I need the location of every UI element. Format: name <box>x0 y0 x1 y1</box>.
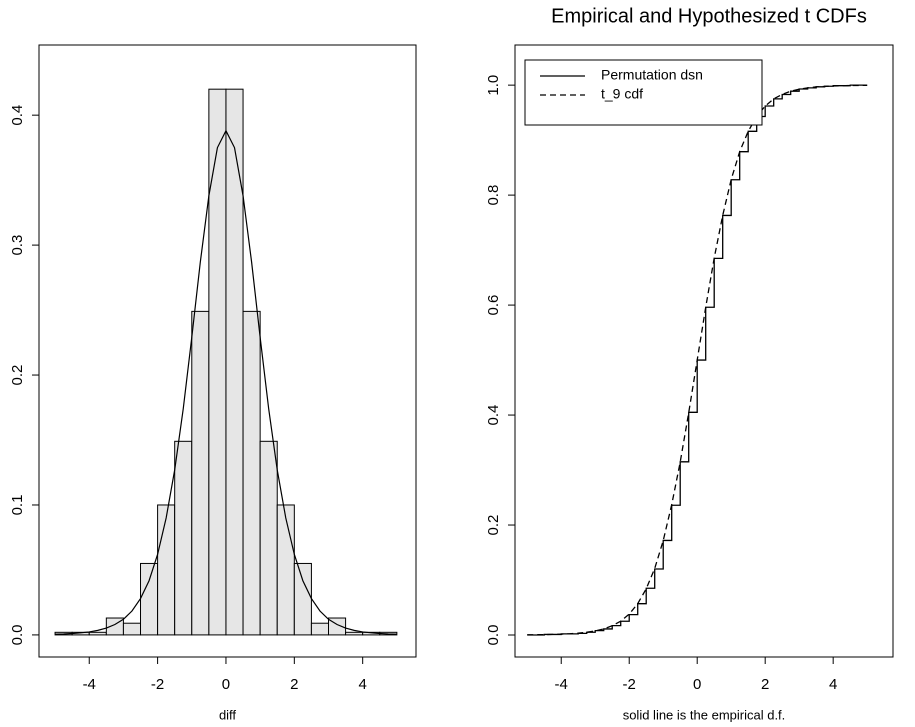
bar <box>225 88 244 636</box>
y-tick-label: 0.6 <box>485 295 502 316</box>
chart-title: Empirical and Hypothesized t CDFs <box>551 5 867 27</box>
bar <box>88 631 107 636</box>
bar <box>157 504 176 636</box>
legend-box <box>524 59 763 126</box>
x-tick-label: -4 <box>555 676 568 693</box>
y-tick-label: 0.4 <box>485 405 502 426</box>
y-tick-label: 0.8 <box>485 185 502 206</box>
legend-label: t_9 cdf <box>601 86 643 102</box>
cdf-line <box>527 84 868 636</box>
bar <box>140 562 159 636</box>
y-tick-label: 1.0 <box>485 75 502 96</box>
x-tick-label: -2 <box>151 676 164 693</box>
y-tick-label: 0.0 <box>485 625 502 646</box>
bar <box>310 622 330 636</box>
density-curve <box>55 129 397 635</box>
x-tick-label: -4 <box>83 676 96 693</box>
plot-box <box>514 44 894 658</box>
legend-label: Permutation dsn <box>601 67 703 83</box>
bar <box>276 504 295 636</box>
bar <box>174 440 193 636</box>
x-tick-label: 4 <box>359 676 367 693</box>
x-axis-label: solid line is the empirical d.f. <box>623 707 786 722</box>
bar <box>293 562 312 636</box>
bar <box>208 88 227 636</box>
bar <box>122 622 142 636</box>
x-tick-label: 2 <box>761 676 769 693</box>
x-tick-label: 0 <box>222 676 230 693</box>
x-tick-label: 4 <box>829 676 837 693</box>
y-tick-label: 0.1 <box>9 495 26 516</box>
y-tick-label: 0.3 <box>9 235 26 256</box>
bar <box>242 310 261 636</box>
y-tick-label: 0.2 <box>9 365 26 386</box>
x-axis-label: diff <box>219 707 236 722</box>
x-tick-label: 0 <box>693 676 701 693</box>
bar <box>191 310 210 636</box>
x-tick-label: 2 <box>290 676 298 693</box>
y-tick-label: 0.2 <box>485 515 502 536</box>
bar <box>345 631 364 636</box>
y-tick-label: 0.4 <box>9 105 26 126</box>
y-tick-label: 0.0 <box>9 624 26 645</box>
x-tick-label: -2 <box>623 676 636 693</box>
bar <box>259 440 278 636</box>
